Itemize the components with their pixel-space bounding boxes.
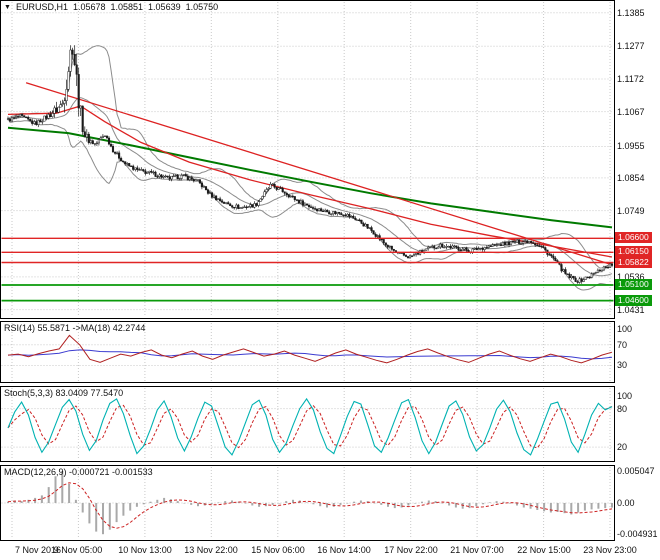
rsi-label: RSI(14) 55.5871 ->MA(18) 42.2744: [4, 323, 146, 333]
ohlc-low: 1.05639: [148, 2, 181, 12]
symbol-dropdown-icon[interactable]: ▼: [4, 3, 11, 11]
ohlc-close: 1.05750: [185, 2, 219, 12]
symbol-timeframe: EURUSD,H1: [15, 2, 68, 12]
chart-header: ▼ EURUSD,H1 1.05678 1.05851 1.05639 1.05…: [4, 2, 218, 12]
macd-label: MACD(12,26,9) -0.000721 -0.001533: [4, 467, 153, 477]
ohlc-high: 1.05851: [110, 2, 144, 12]
stoch-label: Stoch(5,3,3) 83.0409 77.5470: [4, 388, 124, 398]
ohlc-open: 1.05678: [72, 2, 106, 12]
